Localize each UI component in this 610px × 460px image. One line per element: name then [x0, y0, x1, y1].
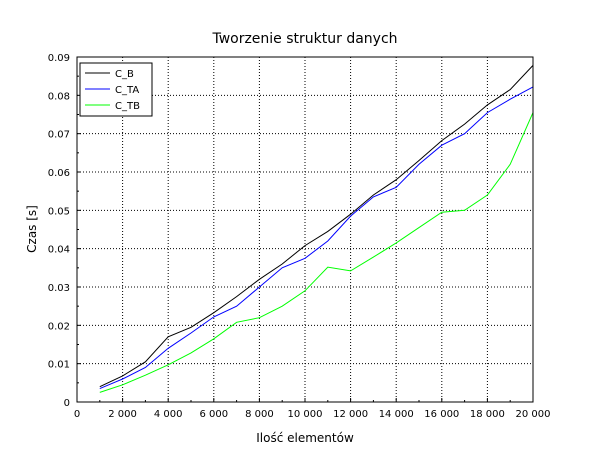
chart-title: Tworzenie struktur danych [211, 31, 397, 47]
legend-label: C_B [115, 69, 134, 80]
y-tick-label: 0.06 [48, 168, 70, 179]
legend-label: C_TA [115, 85, 139, 96]
legend-label: C_TB [115, 101, 140, 112]
series-line-c-b [99, 65, 534, 388]
y-tick-label: 0.02 [48, 321, 70, 332]
x-tick-label: 8 000 [245, 409, 274, 420]
y-tick-label: 0.01 [48, 360, 70, 371]
y-axis-label: Czas [s] [25, 205, 39, 253]
y-tick-label: 0 [64, 398, 70, 409]
x-tick-label: 18 000 [470, 409, 505, 420]
y-tick-label: 0.08 [48, 91, 70, 102]
x-tick-label: 10 000 [288, 409, 323, 420]
x-tick-label: 6 000 [199, 409, 228, 420]
x-axis-label: Ilość elementów [256, 431, 354, 445]
y-tick-label: 0.05 [48, 206, 70, 217]
y-tick-label: 0.04 [48, 245, 70, 256]
x-tick-label: 2 000 [108, 409, 137, 420]
series-lines [99, 65, 534, 393]
legend: C_B C_TA C_TB [79, 62, 153, 117]
axis-ticks: 0 2 000 4 000 6 000 8 000 10 000 12 000 14 000 1… [48, 53, 551, 420]
series-line-c-tb [99, 112, 534, 393]
x-tick-label: 16 000 [424, 409, 459, 420]
x-tick-label: 20 000 [516, 409, 551, 420]
x-tick-label: 4 000 [154, 409, 183, 420]
y-tick-label: 0.03 [48, 283, 70, 294]
x-tick-label: 0 [74, 409, 80, 420]
series-line-c-ta [99, 86, 534, 390]
y-tick-label: 0.07 [48, 130, 70, 141]
y-tick-label: 0.09 [48, 53, 70, 64]
x-tick-label: 12 000 [333, 409, 368, 420]
x-tick-label: 14 000 [379, 409, 414, 420]
